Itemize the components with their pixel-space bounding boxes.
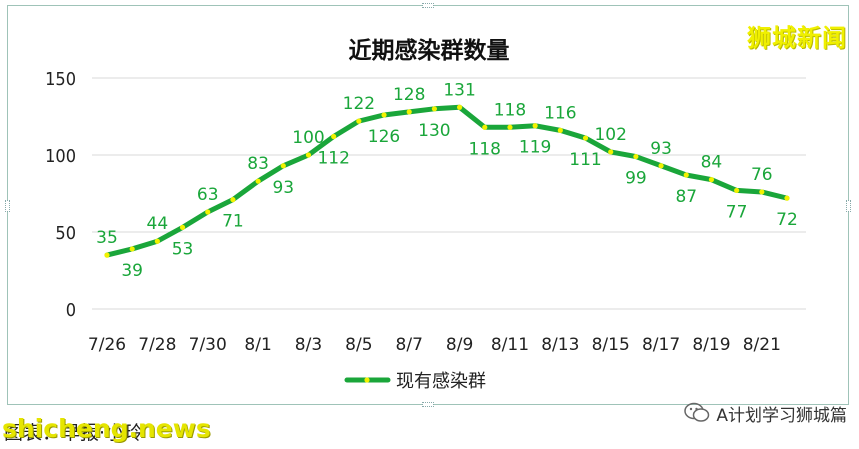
wechat-icon bbox=[684, 402, 710, 422]
legend-swatch-marker bbox=[364, 377, 370, 383]
data-point bbox=[456, 104, 463, 110]
data-point bbox=[582, 135, 589, 141]
data-point bbox=[381, 112, 387, 118]
data-point bbox=[129, 246, 135, 252]
y-tick-label: 50 bbox=[55, 223, 76, 244]
data-label: 131 bbox=[443, 80, 475, 100]
data-point bbox=[205, 209, 211, 215]
data-label: 63 bbox=[197, 185, 219, 205]
data-point bbox=[532, 123, 538, 129]
x-tick-label: 7/30 bbox=[189, 335, 227, 355]
x-tick-label: 8/7 bbox=[396, 335, 423, 355]
x-tick-label: 8/19 bbox=[692, 335, 730, 355]
x-tick-label: 7/26 bbox=[88, 335, 126, 355]
data-point bbox=[104, 252, 110, 258]
data-point bbox=[406, 109, 412, 115]
data-label: 128 bbox=[393, 85, 425, 105]
brand-watermark: 狮城新闻 bbox=[747, 24, 847, 52]
series-line bbox=[104, 104, 790, 258]
data-label: 100 bbox=[292, 128, 324, 148]
data-point bbox=[608, 149, 614, 155]
data-label: 44 bbox=[147, 214, 169, 234]
data-point bbox=[557, 127, 563, 133]
data-label: 118 bbox=[469, 139, 501, 159]
legend: 现有感染群 bbox=[344, 371, 486, 392]
data-labels: 3539445363718393100112122126128130131118… bbox=[96, 80, 798, 281]
data-point bbox=[784, 195, 790, 201]
data-label: 93 bbox=[272, 178, 294, 198]
data-point bbox=[179, 224, 186, 230]
data-point bbox=[734, 187, 740, 194]
data-point bbox=[683, 172, 689, 178]
resize-handle-top[interactable] bbox=[422, 3, 434, 8]
data-label: 130 bbox=[418, 121, 450, 141]
data-label: 72 bbox=[776, 210, 798, 230]
data-label: 77 bbox=[726, 202, 748, 222]
x-tick-label: 8/5 bbox=[345, 335, 372, 355]
data-label: 99 bbox=[625, 169, 647, 189]
y-tick-label: 0 bbox=[66, 300, 76, 321]
chart-title: 近期感染群数量 bbox=[349, 37, 510, 64]
data-label: 122 bbox=[343, 94, 375, 114]
y-axis-ticks: 0 50 100 150 bbox=[45, 69, 76, 321]
x-axis-ticks: 7/26 7/28 7/30 8/1 8/3 8/5 8/7 8/9 8/11 8/13 8/15 8… bbox=[88, 335, 781, 355]
data-point bbox=[482, 124, 488, 130]
data-label: 118 bbox=[494, 100, 526, 120]
data-label: 119 bbox=[519, 138, 551, 158]
data-label: 102 bbox=[594, 125, 626, 145]
series-layer bbox=[104, 104, 790, 258]
resize-handle-left[interactable] bbox=[5, 200, 10, 212]
data-label: 76 bbox=[751, 165, 773, 185]
wechat-label: A计划学习狮城篇 bbox=[716, 405, 847, 426]
data-point bbox=[154, 238, 160, 244]
data-point bbox=[507, 124, 513, 130]
gridlines bbox=[92, 77, 806, 310]
x-tick-label: 8/21 bbox=[743, 335, 781, 355]
data-point bbox=[280, 163, 286, 169]
data-label: 112 bbox=[317, 149, 349, 169]
data-point bbox=[633, 153, 639, 160]
data-label: 83 bbox=[247, 154, 269, 174]
data-point bbox=[255, 178, 261, 184]
data-label: 87 bbox=[675, 187, 697, 207]
data-label: 84 bbox=[701, 153, 723, 173]
data-point bbox=[708, 177, 715, 183]
site-watermark: shicheng.news bbox=[2, 414, 211, 443]
data-label: 53 bbox=[172, 239, 194, 259]
chart-frame bbox=[5, 3, 851, 407]
y-tick-label: 100 bbox=[45, 146, 76, 167]
x-tick-label: 8/1 bbox=[244, 335, 271, 355]
data-label: 93 bbox=[650, 139, 672, 159]
data-label: 71 bbox=[222, 212, 244, 232]
x-tick-label: 8/17 bbox=[642, 335, 680, 355]
wechat-account[interactable]: A计划学习狮城篇 bbox=[684, 400, 847, 426]
data-label: 35 bbox=[96, 228, 118, 248]
legend-label: 现有感染群 bbox=[396, 371, 486, 392]
data-point bbox=[305, 152, 312, 158]
data-point bbox=[331, 133, 337, 140]
data-point bbox=[356, 118, 362, 124]
data-point bbox=[431, 106, 438, 112]
resize-handle-right[interactable] bbox=[846, 200, 851, 212]
data-label: 116 bbox=[544, 103, 576, 123]
data-label: 39 bbox=[121, 261, 143, 281]
data-label: 111 bbox=[569, 150, 601, 170]
x-tick-label: 8/15 bbox=[592, 335, 630, 355]
data-point bbox=[759, 189, 765, 195]
data-label: 126 bbox=[368, 127, 400, 147]
data-point bbox=[658, 163, 664, 169]
x-tick-label: 8/3 bbox=[295, 335, 322, 355]
chart-credit: 图表：早报·小玲 bbox=[4, 422, 144, 444]
x-tick-label: 8/13 bbox=[541, 335, 579, 355]
x-tick-label: 8/9 bbox=[446, 335, 473, 355]
x-tick-label: 8/11 bbox=[491, 335, 529, 355]
resize-handle-bottom[interactable] bbox=[422, 402, 434, 407]
y-tick-label: 150 bbox=[45, 69, 76, 90]
x-tick-label: 7/28 bbox=[138, 335, 176, 355]
data-point bbox=[230, 197, 236, 203]
